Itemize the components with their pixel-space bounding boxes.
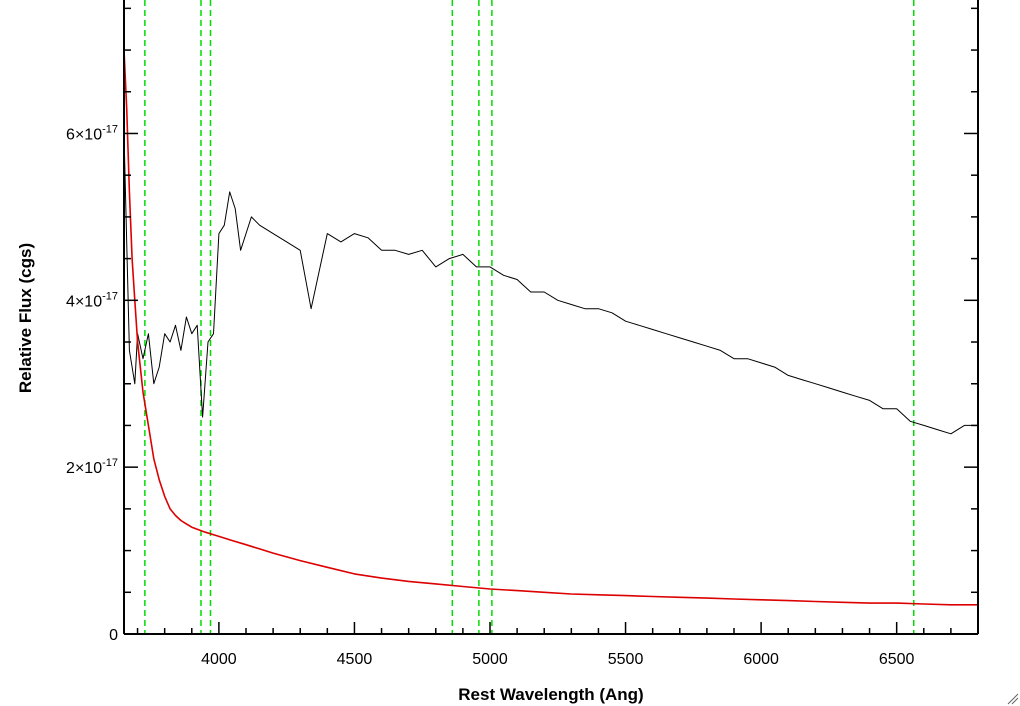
x-axis-title: Rest Wavelength (Ang)	[458, 685, 643, 704]
x-axis-ticks: 4000 4500 5000 5500 6000 6500	[136, 622, 979, 668]
x-tick-label: 5000	[472, 651, 508, 668]
x-tick-label: 4000	[201, 651, 237, 668]
y-axis-ticks: 0 2×10-17 4×10-17 6×10-17	[66, 7, 978, 644]
series-layer	[123, 50, 978, 606]
x-tick-label: 6500	[879, 651, 915, 668]
x-tick-label: 4500	[337, 651, 373, 668]
y-tick-label: 0	[109, 627, 118, 644]
plot-frame	[123, 0, 979, 635]
y-axis-title: Relative Flux (cgs)	[16, 243, 35, 393]
series-line-0	[123, 133, 978, 435]
x-tick-label: 5500	[608, 651, 644, 668]
series-line-1	[123, 50, 978, 606]
x-tick-label: 6000	[743, 651, 779, 668]
y-tick-label: 6×10-17	[66, 123, 118, 143]
resize-grip-icon[interactable]	[1007, 693, 1019, 705]
y-tick-label: 4×10-17	[66, 290, 118, 310]
y-tick-label: 2×10-17	[66, 457, 118, 477]
vertical-marker-lines	[144, 0, 915, 634]
